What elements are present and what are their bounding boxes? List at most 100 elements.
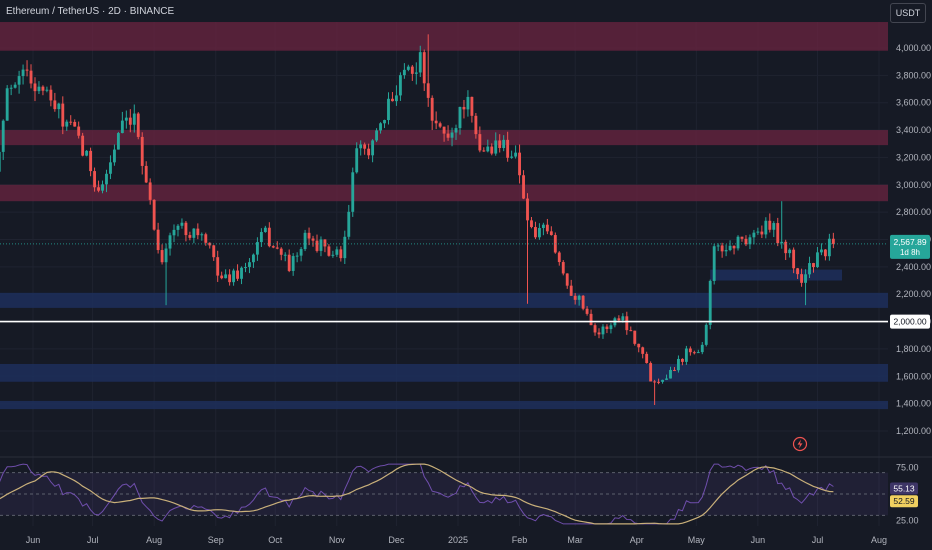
zones: [0, 22, 888, 410]
y-tick-label: 1,600.00: [896, 371, 931, 381]
candle-down: [812, 263, 815, 268]
candle-up: [124, 117, 128, 121]
candle-up: [601, 326, 605, 335]
candle-down: [490, 146, 494, 154]
candle-up: [661, 379, 664, 382]
candle-up: [299, 249, 303, 256]
horizontal-line-label: 2,000.00: [893, 317, 926, 327]
candle-down: [93, 171, 96, 188]
candle-down: [136, 113, 140, 137]
candle-down: [720, 245, 724, 252]
candle-up: [9, 87, 13, 89]
candle-up: [494, 140, 498, 154]
candle-down: [768, 220, 772, 230]
candle-down: [208, 242, 212, 246]
candle-down: [744, 238, 748, 245]
candle-down: [271, 246, 275, 248]
candle-down: [760, 231, 764, 235]
candle-down: [784, 241, 788, 254]
candle-up: [359, 144, 363, 149]
candle-down: [478, 134, 482, 151]
candle-up: [383, 120, 386, 124]
candle-up: [255, 242, 259, 255]
candle-down: [77, 126, 81, 136]
x-tick-label: Jul: [812, 535, 824, 545]
candle-down: [823, 249, 827, 257]
candle-down: [89, 150, 93, 172]
candle-down: [148, 182, 152, 200]
candle-down: [549, 231, 553, 236]
candle-up: [263, 227, 267, 233]
candle-up: [259, 232, 263, 243]
candle-down: [53, 100, 57, 110]
candle-up: [458, 106, 462, 129]
candle-down: [625, 316, 629, 331]
candle-up: [164, 248, 168, 263]
candle-up: [291, 256, 295, 271]
candle-down: [637, 343, 641, 348]
candle-down: [228, 274, 232, 283]
candle-down: [327, 246, 331, 256]
candle-up: [621, 316, 625, 321]
candle-down: [800, 274, 804, 283]
candle-down: [152, 199, 156, 230]
y-tick-label: 2,800.00: [896, 207, 931, 217]
candle-down: [557, 252, 561, 263]
candle-down: [530, 220, 533, 228]
y-tick-label: 3,000.00: [896, 180, 931, 190]
candle-down: [645, 353, 649, 364]
candle-down: [498, 140, 502, 149]
rsi-value-tag: [890, 482, 918, 495]
candle-up: [13, 84, 17, 88]
y-tick-label: 1,200.00: [896, 426, 931, 436]
candle-down: [426, 83, 430, 98]
candle-up: [192, 228, 196, 238]
candle-up: [677, 358, 680, 371]
candle-down: [796, 268, 800, 275]
candle-down: [307, 232, 311, 239]
candle-up: [232, 270, 236, 283]
candle-down: [311, 238, 315, 241]
x-tick-label: Dec: [388, 535, 405, 545]
candle-up: [180, 222, 184, 226]
candle-up: [244, 267, 247, 269]
candle-up: [712, 246, 716, 281]
y-tick-label: 3,200.00: [896, 152, 931, 162]
x-tick-label: Jul: [87, 535, 99, 545]
candle-up: [65, 121, 69, 127]
candle-up: [132, 113, 136, 125]
candle-up: [820, 249, 823, 253]
candle-up: [395, 95, 398, 102]
candle-down: [73, 121, 77, 127]
candle-up: [172, 229, 176, 236]
candle-up: [21, 69, 25, 77]
last-price-tag: [890, 234, 930, 259]
candle-down: [128, 117, 132, 125]
candle-up: [45, 89, 49, 91]
currency-button[interactable]: USDT: [890, 3, 926, 23]
candle-up: [665, 378, 668, 380]
candle-up: [708, 280, 712, 325]
candle-up: [486, 146, 490, 152]
candle-down: [144, 165, 148, 183]
candle-down: [680, 358, 684, 362]
candle-down: [692, 352, 696, 354]
candle-up: [577, 295, 581, 300]
lightning-alert-icon[interactable]: [792, 436, 808, 452]
candle-up: [764, 220, 768, 235]
candle-down: [593, 325, 597, 333]
candle-down: [633, 330, 637, 344]
candle-up: [387, 98, 390, 121]
candle-down: [29, 70, 33, 84]
candle-up: [0, 151, 1, 172]
candle-down: [442, 126, 446, 134]
candle-down: [462, 106, 466, 110]
candle-down: [561, 262, 565, 274]
candle-down: [573, 295, 577, 300]
candle-up: [116, 133, 120, 150]
candle-down: [522, 175, 525, 199]
candle-down: [267, 227, 271, 247]
y-tick-label: 3,800.00: [896, 70, 931, 80]
candle-down: [41, 86, 45, 91]
